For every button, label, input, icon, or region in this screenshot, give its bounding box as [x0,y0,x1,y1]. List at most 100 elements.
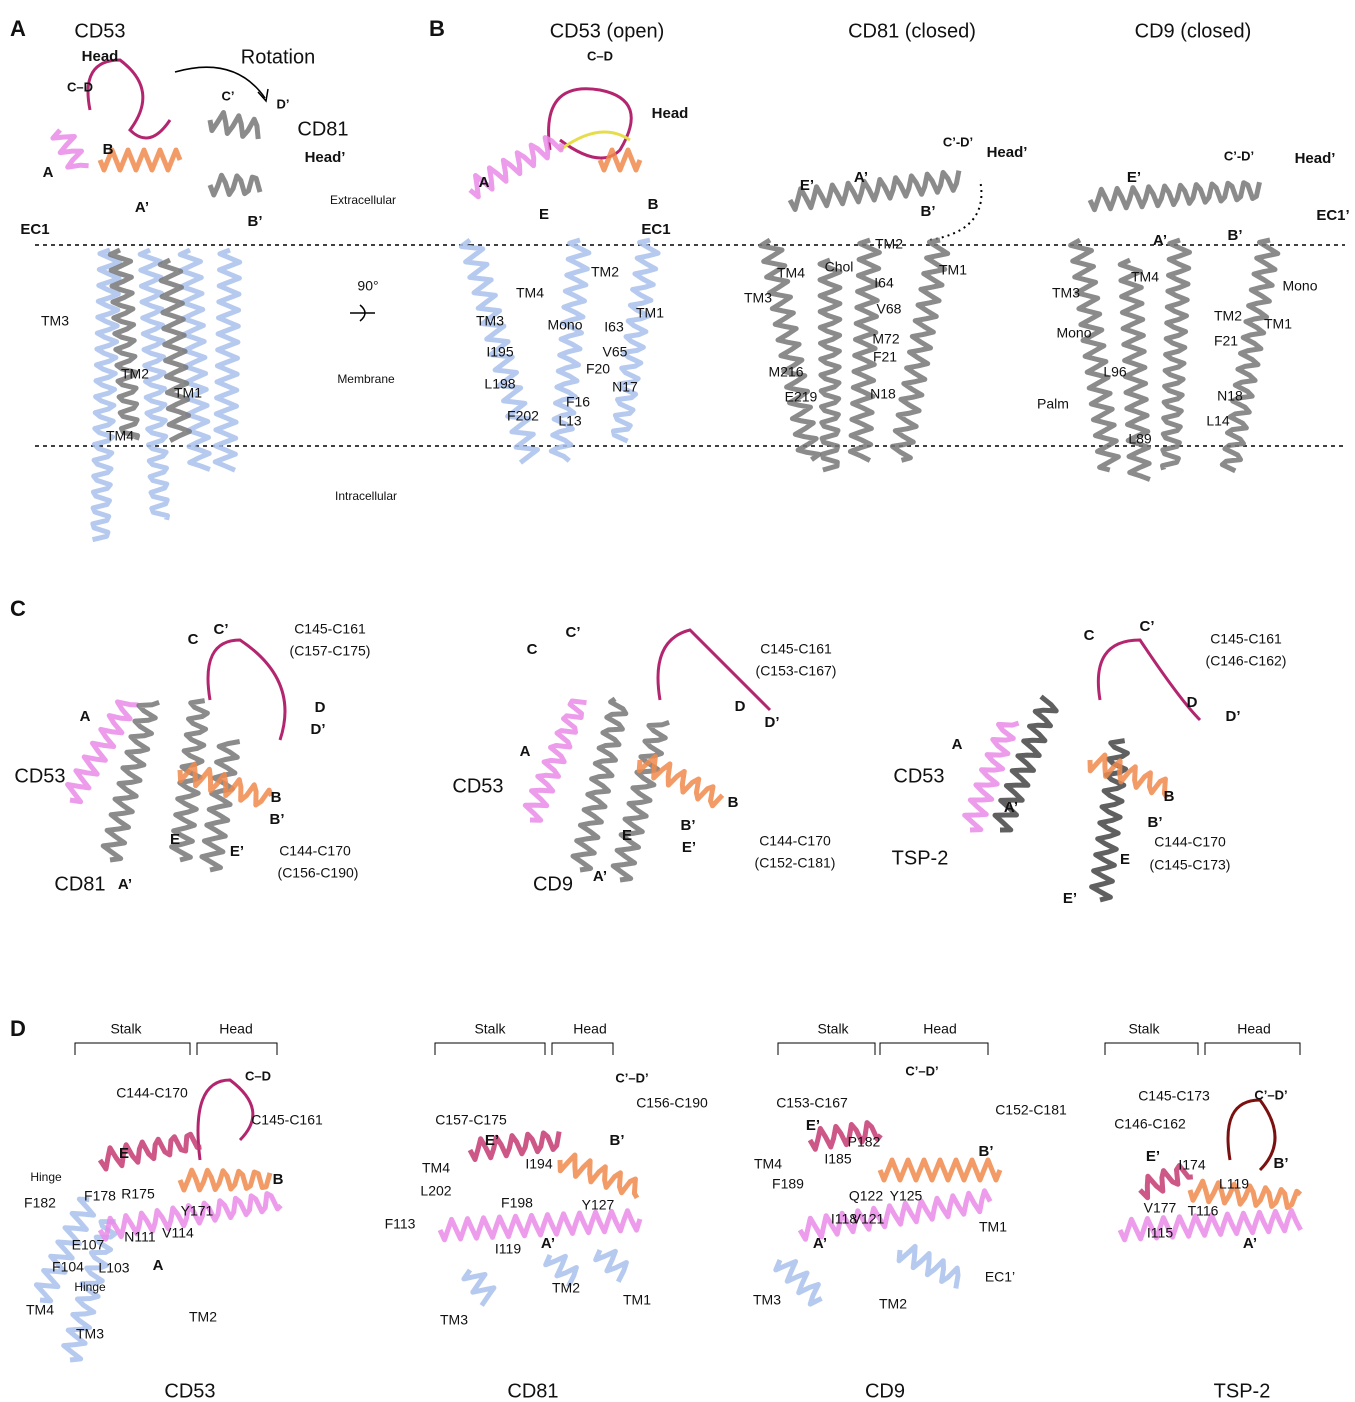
panel-letter: B [429,16,445,41]
label: C145-C161 [760,641,832,657]
label: Intracellular [335,489,397,503]
label: Head [219,1021,252,1037]
label: TM4 [516,285,544,301]
label: TM1 [979,1219,1007,1235]
bracket [75,1043,277,1055]
label: I115 [1147,1225,1173,1241]
label: N17 [612,379,638,395]
label: D [315,699,326,716]
label: E’ [806,1117,820,1134]
label: TM1 [174,385,202,401]
label: EC1 [20,221,49,238]
label: E’ [1146,1148,1160,1165]
label: F104 [52,1259,84,1275]
helix [53,130,89,167]
bracket [1105,1043,1300,1055]
helix [1090,182,1260,210]
helix [899,1246,958,1288]
label: Rotation [241,46,316,68]
label: TM1 [623,1292,651,1308]
label: (C152-C181) [755,855,836,871]
label: F178 [84,1188,116,1204]
helix [776,1260,822,1304]
helix [613,722,669,880]
label: B’ [248,213,263,230]
label: C’ [214,621,229,638]
label: D’ [277,96,290,111]
label: L202 [420,1183,451,1199]
label: CD81 (closed) [848,20,976,42]
label: A [43,164,54,181]
label: TM3 [41,313,69,329]
label: TM3 [753,1292,781,1308]
label: Head’ [305,149,346,166]
label: C [527,641,538,658]
label: C’–D’ [1254,1087,1287,1102]
label: B’ [1148,814,1163,831]
label: N111 [124,1229,156,1245]
label: M72 [872,331,899,347]
label: TM3 [440,1312,468,1328]
loop [1228,1100,1275,1170]
helix [464,1270,494,1306]
label: Mono [1282,278,1317,294]
label: Stalk [1128,1021,1160,1037]
helix [210,175,260,195]
panel-letter: D [10,1016,26,1041]
helix [600,150,640,170]
label: B [273,1171,284,1188]
label: TM2 [1214,308,1242,324]
label: CD81 [507,1380,558,1402]
helix [1090,755,1167,798]
helix [820,260,840,470]
label: Head’ [1295,150,1336,167]
label: E [170,831,180,848]
label: Q122 [849,1188,883,1204]
label: C’-D’ [943,134,973,149]
label: C–D [67,79,93,94]
label: C145-C161 [294,621,366,637]
label: TSP-2 [1214,1380,1271,1402]
label: TM4 [422,1160,450,1176]
label: CD53 (open) [550,20,665,42]
label: R175 [121,1186,155,1202]
label: V68 [877,301,902,317]
label: L13 [558,413,582,429]
label: E’ [800,177,814,194]
loop [208,640,285,740]
label: TM2 [121,366,149,382]
label: A’ [1243,1235,1257,1252]
label: TM3 [1052,285,1080,301]
label: A [153,1257,164,1274]
helix [140,250,167,520]
label: C [1084,627,1095,644]
helix [100,1134,201,1169]
label: A’ [118,876,132,893]
label: EC1’ [1316,207,1349,224]
label: V121 [852,1211,885,1227]
label: L198 [484,376,515,392]
label: B [1164,788,1175,805]
label: TM4 [1131,269,1159,285]
label: Hinge [74,1280,106,1294]
label: C’–D’ [905,1063,938,1078]
label: C’-D’ [1224,148,1254,163]
label: 90° [357,278,378,294]
label: D’ [311,721,326,738]
loop [1098,640,1200,720]
label: B’ [1228,227,1243,244]
label: Extracellular [330,193,396,207]
label: C156-C190 [636,1095,708,1111]
label: Stalk [110,1021,142,1037]
arrow [175,67,265,98]
label: TM1 [1264,316,1292,332]
label: CD53 [164,1380,215,1402]
rotation-symbol [350,305,375,321]
label: C144-C170 [279,843,351,859]
label: M216 [768,364,803,380]
bracket [778,1043,988,1055]
label: C152-C181 [995,1102,1067,1118]
label: V114 [162,1225,194,1241]
label: N18 [1217,388,1243,404]
label: CD9 [865,1380,905,1402]
